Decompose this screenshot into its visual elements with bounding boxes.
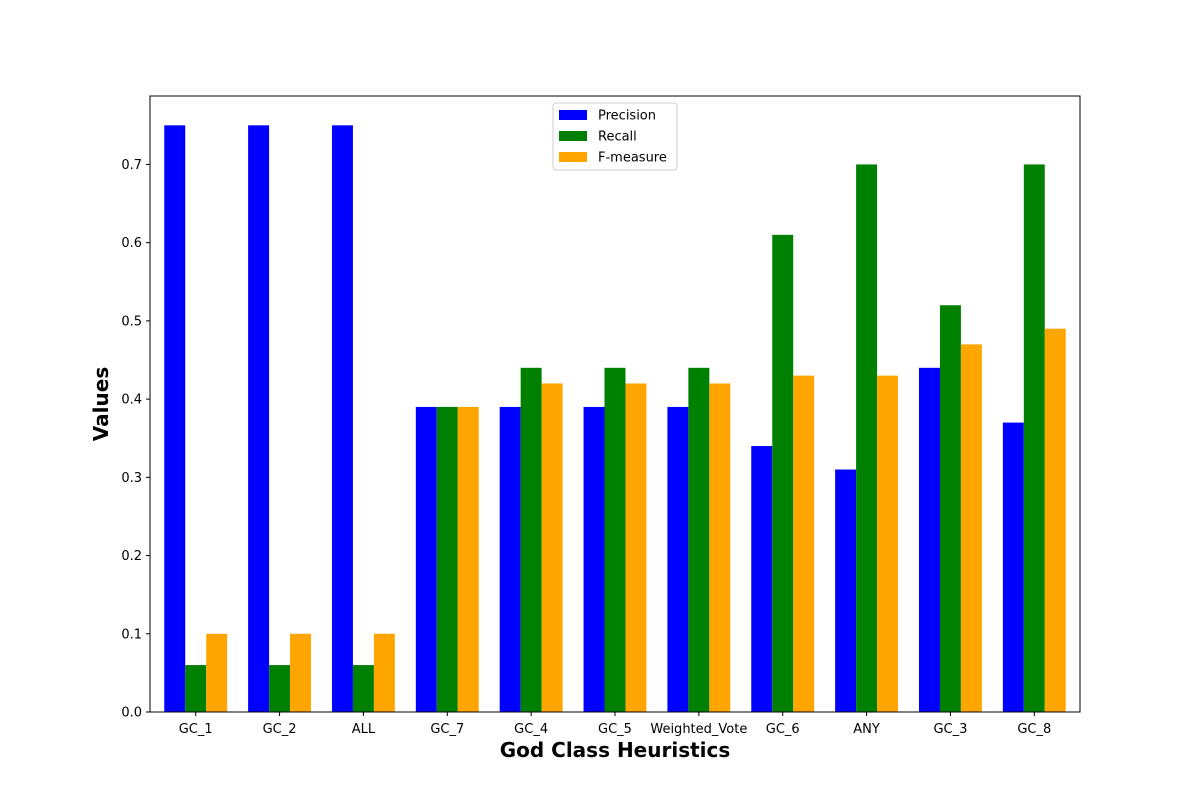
bar-recall-gc_5 [604,367,626,712]
x-tick-label: GC_3 [933,722,967,737]
x-tick-label: GC_1 [179,722,213,737]
legend-label-f-measure: F-measure [598,151,667,166]
legend-label-precision: Precision [598,109,656,124]
bar-precision-gc_7 [415,406,437,712]
bar-precision-gc_8 [1002,422,1024,712]
bar-precision-weighted_vote [667,406,689,712]
x-tick-label: ANY [853,722,880,737]
x-tick-label: Weighted_Vote [650,722,747,737]
bar-recall-gc_4 [520,367,542,712]
bar-f-measure-any [877,375,899,712]
legend-swatch-precision [559,110,587,120]
x-tick-label: ALL [352,722,376,737]
bar-recall-gc_6 [772,234,794,712]
x-tick-label: GC_6 [766,722,800,737]
bar-recall-weighted_vote [688,367,710,712]
y-axis-label: Values [89,367,113,441]
y-axis-ticks: 0.0 0.1 0.2 0.3 0.4 0.5 0.6 0.7 [121,158,150,721]
x-axis-ticks: GC_1 GC_2 ALL GC_7 GC_4 GC_5 Weighted_Vote GC_6… [179,712,1051,737]
y-tick-label: 0.1 [121,627,142,642]
x-tick-label: GC_2 [263,722,297,737]
x-tick-label: GC_5 [598,722,632,737]
y-tick-label: 0.5 [121,314,142,329]
bar-f-measure-gc_7 [457,406,479,712]
bar-recall-gc_1 [185,665,207,712]
y-tick-label: 0.6 [121,236,142,251]
bar-recall-gc_3 [939,305,961,712]
bar-precision-gc_2 [248,125,270,712]
bar-precision-gc_1 [164,125,186,712]
bar-recall-all [352,665,374,712]
x-tick-label: GC_8 [1017,722,1051,737]
y-tick-label: 0.2 [121,549,142,564]
bars-layer [164,125,1066,712]
bar-recall-gc_7 [436,406,458,712]
y-tick-label: 0.3 [121,471,142,486]
bar-f-measure-gc_8 [1044,328,1066,712]
x-tick-label: GC_4 [514,722,548,737]
legend-label-recall: Recall [598,130,637,145]
bar-recall-gc_8 [1023,164,1045,712]
bar-precision-gc_4 [499,406,521,712]
legend-swatch-f-measure [559,152,587,162]
bar-recall-any [856,164,878,712]
bar-f-measure-gc_6 [793,375,815,712]
plot-frame [149,95,1081,713]
bar-precision-gc_5 [583,406,605,712]
bar-precision-gc_3 [918,367,940,712]
bar-f-measure-gc_1 [206,633,228,712]
y-tick-label: 0.7 [121,158,142,173]
bar-precision-gc_6 [751,446,773,712]
bar-recall-gc_2 [269,665,291,712]
legend: Precision Recall F-measure [552,102,678,171]
x-tick-label: GC_7 [430,722,464,737]
bar-f-measure-gc_3 [960,344,982,712]
y-tick-label: 0.0 [121,706,142,721]
legend-swatch-recall [559,131,587,141]
bar-f-measure-weighted_vote [709,383,731,712]
x-axis-label: God Class Heuristics [500,738,731,762]
bar-precision-any [835,469,857,712]
bar-precision-all [331,125,353,712]
y-tick-label: 0.4 [121,393,142,408]
bar-f-measure-gc_4 [541,383,563,712]
bar-f-measure-gc_2 [290,633,312,712]
bar-f-measure-all [373,633,395,712]
bar-f-measure-gc_5 [625,383,647,712]
